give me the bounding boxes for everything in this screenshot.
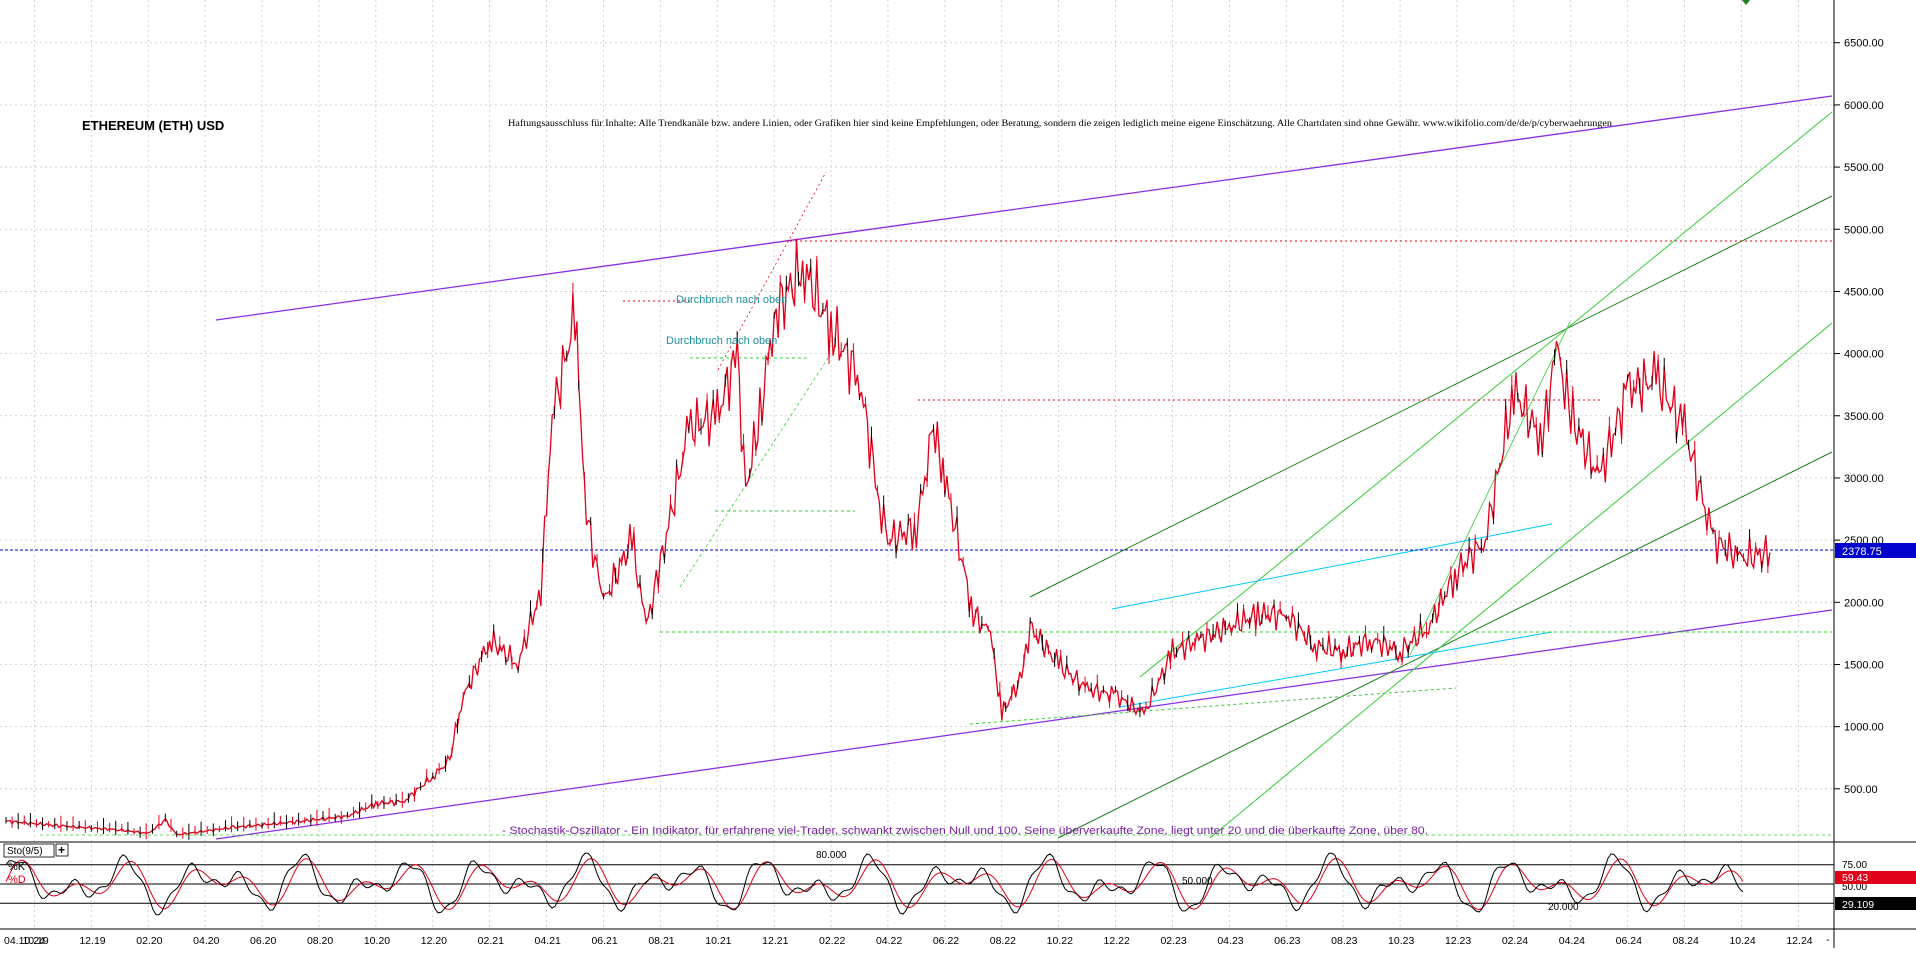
time-label-26: 12.23 (1445, 935, 1471, 947)
light-trend-1 (1139, 111, 1833, 678)
stochastic-oscillator (0, 852, 1834, 916)
price-tick-label-11: 6000.00 (1844, 100, 1884, 112)
k-legend: %K (8, 861, 26, 873)
cyan-trend-lower (1119, 631, 1553, 708)
time-label-29: 06.24 (1616, 935, 1642, 947)
price-tick-label-1: 1000.00 (1844, 722, 1884, 734)
annotation-breakout-2: Durchbruch nach oben (666, 335, 777, 347)
time-label-7: 10.20 (364, 935, 390, 947)
time-label-17: 06.22 (933, 935, 959, 947)
price-tick-label-9: 5000.00 (1844, 224, 1884, 236)
time-label-1: 10.19 (22, 935, 48, 947)
d-value-box (1835, 897, 1916, 910)
price-tick-label-7: 4000.00 (1844, 349, 1884, 361)
price-tick-label-3: 2000.00 (1844, 597, 1884, 609)
light-trend-3 (1409, 321, 1571, 656)
time-label-10: 04.21 (535, 935, 561, 947)
osc-tick-75: 75.00 (1842, 860, 1867, 871)
time-label-24: 08.23 (1331, 935, 1357, 947)
time-label-23: 06.23 (1274, 935, 1300, 947)
price-tick-label-5: 3000.00 (1844, 473, 1884, 485)
dark-trend-upper (1029, 195, 1833, 598)
trend-lines (40, 95, 1833, 840)
upper-channel-line (215, 95, 1833, 321)
time-label-30: 08.24 (1673, 935, 1699, 947)
price-line-eth (5, 238, 1771, 836)
last-price-label: 2378.75 (1842, 546, 1882, 558)
time-label-16: 04.22 (876, 935, 902, 947)
d-legend: %D (8, 874, 26, 886)
time-label-32: 12.24 (1786, 935, 1812, 947)
oscillator-expand-icon: + (58, 843, 65, 857)
cyan-trend-upper (1111, 523, 1553, 610)
d-value-label: 29.109 (1842, 899, 1874, 911)
time-label-25: 10.23 (1388, 935, 1414, 947)
time-label-31: 10.24 (1729, 935, 1755, 947)
time-label-15: 02.22 (819, 935, 845, 947)
osc-tick-50: 50.00 (1842, 882, 1867, 893)
time-label-14: 12.21 (762, 935, 788, 947)
time-label-12: 08.21 (648, 935, 674, 947)
time-label-28: 04.24 (1559, 935, 1585, 947)
grid (0, 0, 1834, 929)
price-tick-label-10: 5500.00 (1844, 162, 1884, 174)
xaxis-scroll-arrow[interactable]: - (1826, 935, 1829, 946)
time-label-8: 12.20 (421, 935, 447, 947)
level-20-label: 20.000 (1548, 902, 1579, 913)
price-series (5, 238, 1771, 840)
level-80-label: 80.000 (816, 850, 847, 861)
annotation-breakout-1: Durchbruch nach oben (676, 294, 787, 306)
last-price-box (1835, 543, 1916, 558)
time-label-2: 12.19 (79, 935, 105, 947)
dark-trend-lower (1057, 451, 1833, 839)
k-value-box (1835, 871, 1916, 884)
chart-title: ETHEREUM (ETH) USD (82, 118, 224, 133)
disclaimer-text: Haftungsausschluss für Inhalte: Alle Tre… (508, 118, 1612, 129)
time-label-11: 06.21 (591, 935, 617, 947)
time-label-13: 10.21 (705, 935, 731, 947)
osc-k-line (5, 852, 1744, 916)
lower-channel-line (215, 609, 1833, 840)
time-label-18: 08.22 (990, 935, 1016, 947)
light-trend-2 (1209, 322, 1833, 839)
time-label-0: 04.10.24 (4, 935, 45, 947)
oscillator-name: Sto(9/5) (7, 846, 43, 857)
oscillator-name-box[interactable] (3, 843, 55, 858)
time-label-19: 10.22 (1047, 935, 1073, 947)
price-tick-label-2: 1500.00 (1844, 659, 1884, 671)
time-label-5: 06.20 (250, 935, 276, 947)
time-label-6: 08.20 (307, 935, 333, 947)
oscillator-note: - Stochastik-Oszillator - Ein Indikator,… (502, 825, 1428, 837)
time-label-3: 02.20 (136, 935, 162, 947)
time-label-21: 02.23 (1160, 935, 1186, 947)
top-marker-icon (1742, 0, 1750, 5)
level-50-label: 50.000 (1182, 876, 1213, 887)
time-label-20: 12.22 (1104, 935, 1130, 947)
oscillator-expand-button[interactable] (55, 843, 69, 857)
osc-d-line (5, 857, 1744, 911)
price-tick-label-0: 500.00 (1844, 784, 1878, 796)
price-tick-label-8: 4500.00 (1844, 286, 1884, 298)
time-label-9: 02.21 (478, 935, 504, 947)
time-label-27: 02.24 (1502, 935, 1528, 947)
k-value-label: 59.43 (1842, 872, 1868, 884)
price-tick-label-12: 6500.00 (1844, 38, 1884, 50)
time-label-22: 04.23 (1217, 935, 1243, 947)
time-label-4: 04.20 (193, 935, 219, 947)
price-tick-label-6: 3500.00 (1844, 411, 1884, 423)
light-trend-4 (679, 354, 831, 588)
